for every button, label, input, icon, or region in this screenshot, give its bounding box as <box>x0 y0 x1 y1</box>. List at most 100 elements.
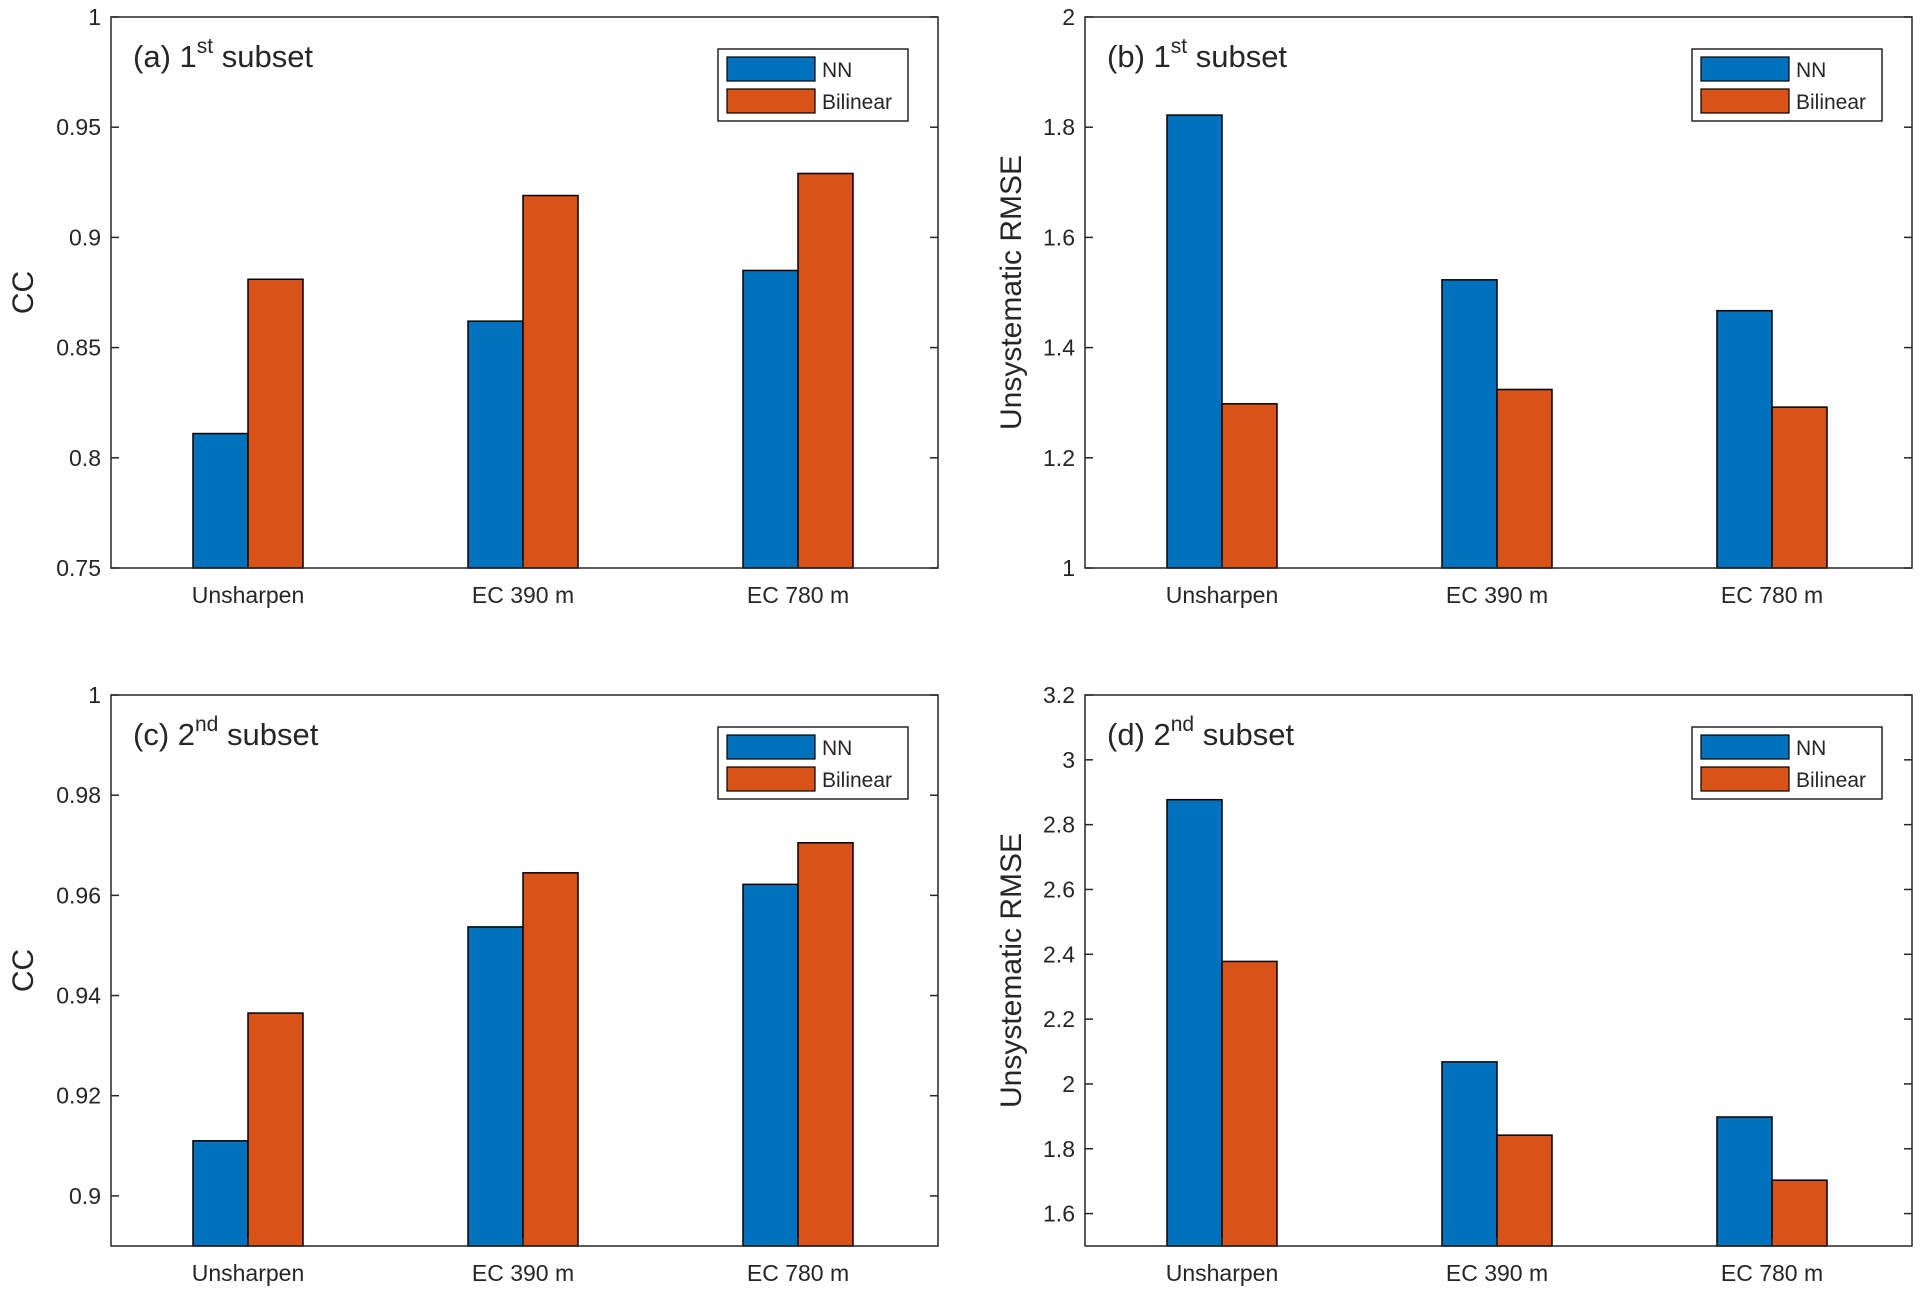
panel-title-sup-c: nd <box>195 713 218 736</box>
bar-d-bilinear-2 <box>1496 1134 1553 1247</box>
panel-title-c: (c) 2nd subset <box>133 713 319 752</box>
bar-c-bilinear-2 <box>522 872 579 1247</box>
ytick-label-a-2: 0.8 <box>69 445 101 471</box>
ytick-label-d-9: 3.2 <box>1043 682 1075 708</box>
ytick-label-d-6: 2.6 <box>1043 876 1075 902</box>
ylabel-b: Unsystematic RMSE <box>995 155 1028 430</box>
ytick-label-b-1: 1 <box>1062 555 1075 581</box>
bar-a-nn-3 <box>742 269 799 569</box>
legend-b: NN Bilinear <box>1691 48 1883 122</box>
bar-a-bilinear-1 <box>247 278 304 569</box>
legend-d: NN Bilinear <box>1691 726 1883 800</box>
legend-swatch-c-nn <box>726 734 816 760</box>
ylabel-d: Unsystematic RMSE <box>995 833 1028 1108</box>
legend-swatch-a-nn <box>726 56 816 82</box>
panel-title-prefix-a: (a) 1 <box>133 39 197 74</box>
ytick-label-a-6: 1 <box>88 4 101 30</box>
axes-frame-a <box>110 16 939 569</box>
ytick-label-c-5: 0.98 <box>56 782 101 808</box>
ytick-label-d-5: 2.4 <box>1043 941 1075 967</box>
legend-swatch-d-bilinear <box>1700 766 1790 792</box>
legend-swatch-b-bilinear <box>1700 88 1790 114</box>
bar-a-nn-1 <box>192 432 249 569</box>
xtick-label-c-3: EC 780 m <box>747 1260 849 1286</box>
panel-title-sup-d: nd <box>1171 713 1194 736</box>
ytick-label-a-3: 0.85 <box>56 335 101 361</box>
bar-b-bilinear-2 <box>1496 388 1553 569</box>
panel-title-sup-a: st <box>197 35 214 58</box>
panel-title-a: (a) 1st subset <box>133 35 313 74</box>
panel-title-suffix-c: subset <box>218 717 318 752</box>
panel-a: 0.75 0.8 0.85 0.9 0.95 1 Unsharpen EC 390 m EC 7… <box>7 4 939 608</box>
bar-b-bilinear-1 <box>1221 403 1278 569</box>
panel-title-suffix-b: subset <box>1187 39 1287 74</box>
xtick-label-a-3: EC 780 m <box>747 582 849 608</box>
xtick-label-a-1: Unsharpen <box>192 582 305 608</box>
axes-frame-c <box>110 694 939 1247</box>
legend-swatch-a-bilinear <box>726 88 816 114</box>
ytick-label-d-1: 1.6 <box>1043 1201 1075 1227</box>
legend-swatch-c-bilinear <box>726 766 816 792</box>
legend-swatch-d-nn <box>1700 734 1790 760</box>
panel-title-prefix-d: (d) 2 <box>1107 717 1171 752</box>
legend-label-b-nn: NN <box>1796 59 1826 82</box>
bar-c-nn-2 <box>467 926 524 1247</box>
xtick-label-d-2: EC 390 m <box>1446 1260 1548 1286</box>
bar-d-bilinear-3 <box>1771 1179 1828 1247</box>
xtick-label-c-2: EC 390 m <box>472 1260 574 1286</box>
panel-title-prefix-b: (b) 1 <box>1107 39 1171 74</box>
ytick-label-c-3: 0.94 <box>56 983 101 1009</box>
bar-b-nn-1 <box>1166 114 1223 569</box>
legend-label-d-nn: NN <box>1796 737 1826 760</box>
panel-title-suffix-a: subset <box>213 39 313 74</box>
ylabel-c: CC <box>7 949 40 992</box>
bar-b-nn-2 <box>1441 279 1498 569</box>
bar-d-nn-1 <box>1166 798 1223 1247</box>
bar-a-nn-2 <box>467 320 524 569</box>
bar-a-bilinear-2 <box>522 194 579 569</box>
ytick-label-a-1: 0.75 <box>56 555 101 581</box>
ytick-label-d-8: 3 <box>1062 747 1075 773</box>
bar-c-bilinear-1 <box>247 1012 304 1247</box>
xtick-label-b-2: EC 390 m <box>1446 582 1548 608</box>
bar-b-bilinear-3 <box>1771 406 1828 569</box>
bar-d-nn-3 <box>1716 1116 1773 1247</box>
panel-title-prefix-c: (c) 2 <box>133 717 195 752</box>
bar-d-nn-2 <box>1441 1061 1498 1247</box>
legend-label-b-bilinear: Bilinear <box>1796 91 1866 114</box>
ylabel-a: CC <box>7 271 40 314</box>
axes-frame-d <box>1084 694 1913 1247</box>
panel-d: 1.6 1.8 2 2.2 2.4 2.6 2.8 3 3.2 Unsharpen EC 390 m… <box>995 682 1913 1286</box>
legend-label-d-bilinear: Bilinear <box>1796 769 1866 792</box>
panel-title-d: (d) 2nd subset <box>1107 713 1294 752</box>
bar-a-bilinear-3 <box>797 172 854 569</box>
legend-a: NN Bilinear <box>717 48 909 122</box>
xtick-label-d-1: Unsharpen <box>1166 1260 1279 1286</box>
bar-d-bilinear-1 <box>1221 960 1278 1247</box>
xtick-label-a-2: EC 390 m <box>472 582 574 608</box>
ytick-label-a-4: 0.9 <box>69 224 101 250</box>
ytick-label-d-7: 2.8 <box>1043 812 1075 838</box>
ytick-label-d-2: 1.8 <box>1043 1136 1075 1162</box>
ytick-label-c-4: 0.96 <box>56 882 101 908</box>
bar-b-nn-3 <box>1716 309 1773 569</box>
xtick-label-b-3: EC 780 m <box>1721 582 1823 608</box>
ytick-label-d-3: 2 <box>1062 1071 1075 1097</box>
panel-title-sup-b: st <box>1171 35 1188 58</box>
ytick-label-b-5: 1.8 <box>1043 114 1075 140</box>
ytick-label-d-4: 2.2 <box>1043 1006 1075 1032</box>
legend-label-c-bilinear: Bilinear <box>822 769 892 792</box>
ytick-label-b-4: 1.6 <box>1043 224 1075 250</box>
xtick-label-b-1: Unsharpen <box>1166 582 1279 608</box>
panel-b: 1 1.2 1.4 1.6 1.8 2 Unsharpen EC 390 m EC 780 m U… <box>995 4 1913 608</box>
xtick-label-d-3: EC 780 m <box>1721 1260 1823 1286</box>
axes-frame-b <box>1084 16 1913 569</box>
panel-title-suffix-d: subset <box>1194 717 1294 752</box>
legend-c: NN Bilinear <box>717 726 909 800</box>
bar-c-bilinear-3 <box>797 842 854 1247</box>
legend-label-a-nn: NN <box>822 59 852 82</box>
bar-c-nn-3 <box>742 883 799 1247</box>
ytick-label-c-6: 1 <box>88 682 101 708</box>
ytick-label-b-6: 2 <box>1062 4 1075 30</box>
